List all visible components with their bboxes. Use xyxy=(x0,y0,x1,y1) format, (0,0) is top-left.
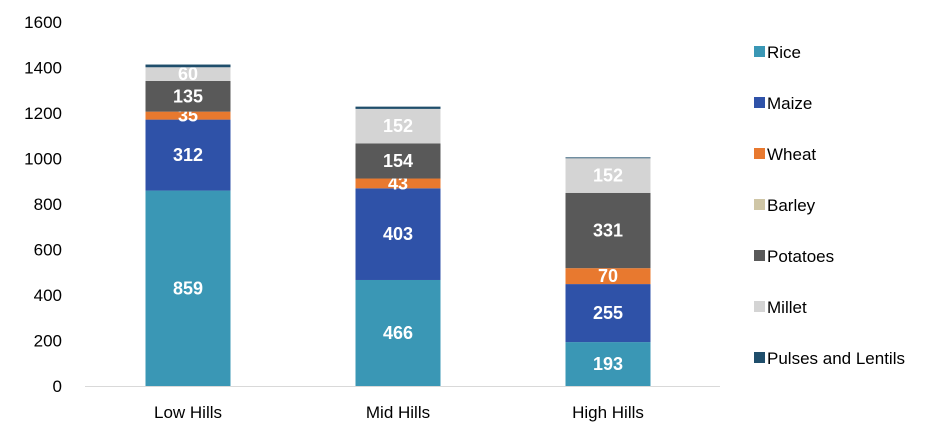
x-tick-label: Mid Hills xyxy=(366,403,430,422)
x-tick-label: High Hills xyxy=(572,403,644,422)
bar-segment xyxy=(356,107,441,109)
x-axis: Low Hills Mid Hills High Hills xyxy=(85,387,720,423)
legend-label: Rice xyxy=(767,43,801,62)
data-label: 152 xyxy=(593,166,623,186)
bar-stacks: 8593123513560466403431541521932557033115… xyxy=(146,64,651,386)
legend-swatch xyxy=(754,97,765,108)
x-tick-label: Low Hills xyxy=(154,403,222,422)
data-label: 859 xyxy=(173,278,203,298)
legend-label: Pulses and Lentils xyxy=(767,349,905,368)
legend-item: Barley xyxy=(754,196,816,215)
legend-item: Pulses and Lentils xyxy=(754,349,905,368)
y-axis: 0 200 400 600 800 1000 1200 1400 1600 xyxy=(24,13,62,396)
y-tick-label: 600 xyxy=(34,241,62,260)
y-tick-label: 800 xyxy=(34,195,62,214)
legend-label: Millet xyxy=(767,298,807,317)
legend-item: Potatoes xyxy=(754,247,834,266)
data-label: 331 xyxy=(593,221,623,241)
y-tick-label: 1400 xyxy=(24,59,62,78)
legend: Rice Maize Wheat Barley Potatoes Millet Pulses… xyxy=(754,43,905,368)
y-tick-label: 1600 xyxy=(24,13,62,32)
data-label: 135 xyxy=(173,86,203,106)
legend-swatch xyxy=(754,148,765,159)
legend-label: Potatoes xyxy=(767,247,834,266)
legend-swatch xyxy=(754,352,765,363)
legend-item: Millet xyxy=(754,298,807,317)
bar-stack: 193 255 70 331 152 xyxy=(566,157,651,386)
data-label: 312 xyxy=(173,145,203,165)
data-label: 466 xyxy=(383,323,413,343)
y-tick-label: 1200 xyxy=(24,104,62,123)
data-label: 154 xyxy=(383,151,413,171)
y-tick-label: 400 xyxy=(34,286,62,305)
data-label: 70 xyxy=(598,266,618,286)
legend-swatch xyxy=(754,301,765,312)
legend-item: Wheat xyxy=(754,145,816,164)
legend-label: Barley xyxy=(767,196,816,215)
y-tick-label: 200 xyxy=(34,332,62,351)
data-label: 152 xyxy=(383,116,413,136)
data-label: 193 xyxy=(593,354,623,374)
legend-item: Rice xyxy=(754,43,801,62)
bar-segment xyxy=(566,157,651,158)
legend-label: Maize xyxy=(767,94,812,113)
legend-swatch xyxy=(754,250,765,261)
data-label: 403 xyxy=(383,224,413,244)
legend-swatch xyxy=(754,199,765,210)
legend-swatch xyxy=(754,46,765,57)
y-tick-label: 0 xyxy=(53,377,62,396)
legend-item: Maize xyxy=(754,94,812,113)
y-tick-label: 1000 xyxy=(24,150,62,169)
data-label: 255 xyxy=(593,303,623,323)
legend-label: Wheat xyxy=(767,145,816,164)
bar-segment xyxy=(146,65,231,68)
